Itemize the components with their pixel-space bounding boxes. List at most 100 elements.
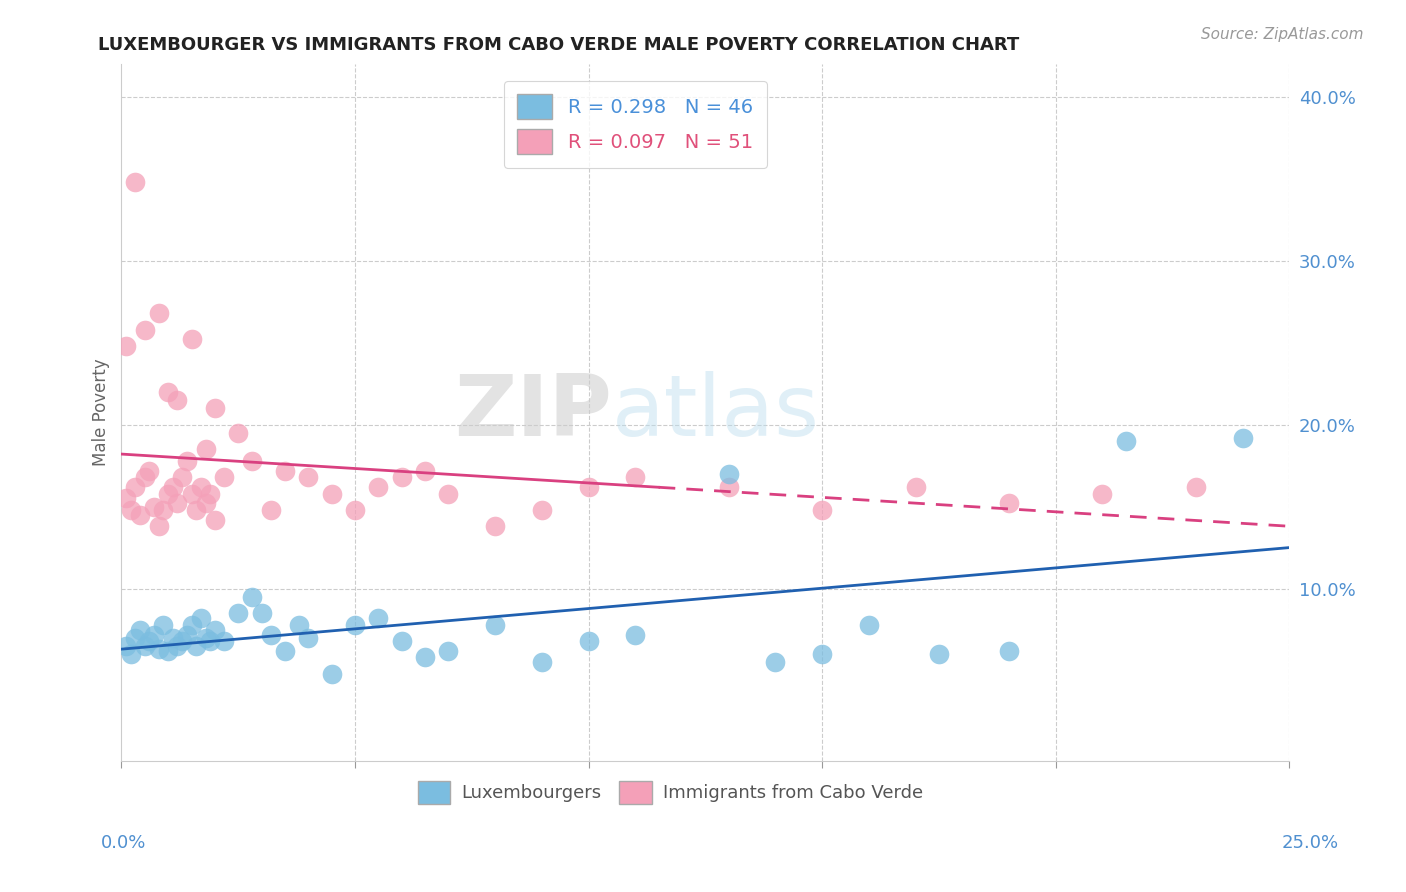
Point [134, 323, 156, 337]
Point [1185, 480, 1208, 494]
Point [413, 464, 436, 478]
Point [172, 634, 194, 648]
Point [166, 393, 188, 408]
Point [124, 480, 146, 494]
Point [811, 647, 834, 661]
Point [194, 496, 217, 510]
Point [765, 656, 787, 670]
Point [194, 631, 217, 645]
Point [212, 470, 235, 484]
Point [176, 454, 198, 468]
Point [115, 639, 138, 653]
Point [437, 644, 460, 658]
Point [157, 486, 180, 500]
Point [240, 454, 263, 468]
Point [484, 519, 506, 533]
Point [152, 617, 174, 632]
Point [484, 617, 506, 632]
Point [176, 627, 198, 641]
Point [343, 617, 366, 632]
Point [288, 617, 311, 632]
Point [186, 639, 208, 653]
Point [858, 617, 880, 632]
Point [413, 650, 436, 665]
Point [1232, 431, 1254, 445]
Point [143, 500, 166, 514]
Point [904, 480, 927, 494]
Point [148, 642, 170, 657]
Point [166, 639, 188, 653]
Point [717, 480, 740, 494]
Point [143, 627, 166, 641]
Point [530, 656, 553, 670]
Point [157, 644, 180, 658]
Point [186, 503, 208, 517]
Point [928, 647, 950, 661]
Point [321, 666, 343, 681]
Point [212, 634, 235, 648]
Point [148, 519, 170, 533]
Point [129, 508, 152, 522]
Point [190, 611, 212, 625]
Point [391, 470, 413, 484]
Point [391, 634, 413, 648]
Point [1115, 434, 1137, 448]
Y-axis label: Male Poverty: Male Poverty [93, 359, 110, 467]
Text: ZIP: ZIP [454, 371, 612, 454]
Text: 0.0%: 0.0% [101, 834, 146, 852]
Text: 25.0%: 25.0% [1281, 834, 1339, 852]
Point [138, 464, 160, 478]
Point [194, 442, 217, 457]
Point [166, 496, 188, 510]
Point [367, 611, 389, 625]
Point [138, 634, 160, 648]
Point [226, 606, 249, 620]
Point [260, 627, 283, 641]
Point [204, 401, 226, 416]
Point [124, 631, 146, 645]
Point [134, 470, 156, 484]
Point [321, 486, 343, 500]
Point [578, 634, 600, 648]
Point [180, 333, 202, 347]
Point [115, 491, 138, 506]
Text: LUXEMBOURGER VS IMMIGRANTS FROM CABO VERDE MALE POVERTY CORRELATION CHART: LUXEMBOURGER VS IMMIGRANTS FROM CABO VER… [98, 36, 1019, 54]
Text: Source: ZipAtlas.com: Source: ZipAtlas.com [1201, 27, 1364, 42]
Legend: Luxembourgers, Immigrants from Cabo Verde: Luxembourgers, Immigrants from Cabo Verd… [411, 773, 929, 811]
Point [260, 503, 283, 517]
Point [162, 631, 184, 645]
Point [578, 480, 600, 494]
Point [297, 631, 319, 645]
Point [157, 384, 180, 399]
Point [190, 480, 212, 494]
Point [180, 486, 202, 500]
Point [204, 623, 226, 637]
Point [998, 496, 1021, 510]
Point [115, 339, 138, 353]
Point [274, 644, 297, 658]
Point [624, 627, 647, 641]
Point [204, 513, 226, 527]
Point [198, 486, 221, 500]
Point [152, 503, 174, 517]
Point [120, 647, 142, 661]
Point [717, 467, 740, 481]
Point [129, 623, 152, 637]
Point [530, 503, 553, 517]
Point [437, 486, 460, 500]
Point [162, 480, 184, 494]
Point [172, 470, 194, 484]
Point [198, 634, 221, 648]
Point [998, 644, 1021, 658]
Point [180, 617, 202, 632]
Point [1091, 486, 1114, 500]
Point [811, 503, 834, 517]
Point [134, 639, 156, 653]
Point [226, 425, 249, 440]
Point [120, 503, 142, 517]
Point [124, 175, 146, 189]
Text: atlas: atlas [612, 371, 820, 454]
Point [240, 590, 263, 604]
Point [367, 480, 389, 494]
Point [343, 503, 366, 517]
